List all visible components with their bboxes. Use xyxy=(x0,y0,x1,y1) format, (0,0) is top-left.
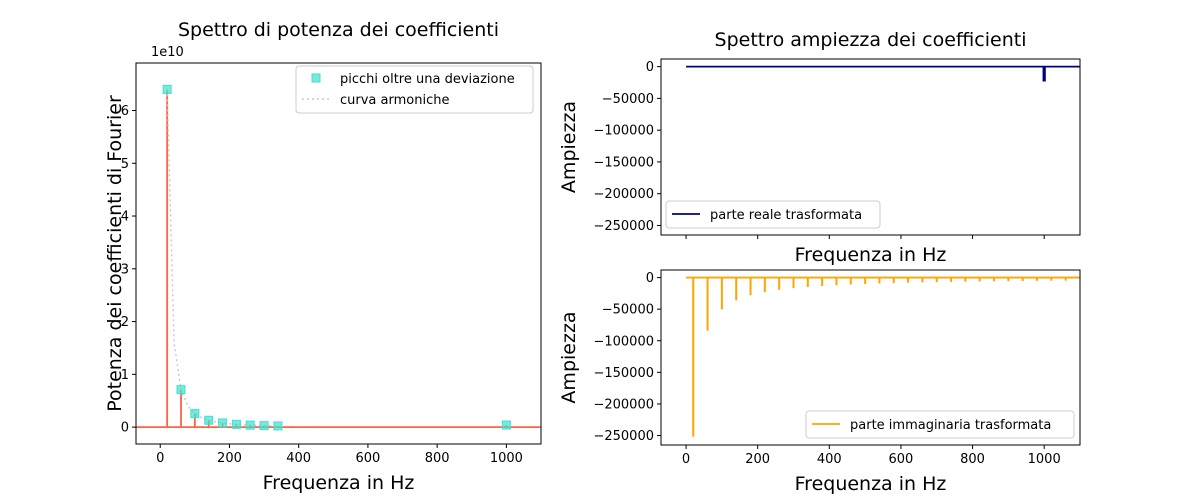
legend-box xyxy=(295,65,534,114)
y-tick-label: 0 xyxy=(121,421,129,436)
y-tick-label: 2 xyxy=(121,315,129,330)
peak-marker xyxy=(218,418,228,428)
y-tick-label: −250000 xyxy=(593,219,654,234)
x-tick-label: 600 xyxy=(356,451,381,466)
x-tick-label: 400 xyxy=(286,451,311,466)
y-axis-label: Ampiezza xyxy=(558,311,580,403)
legend-marker-peaks xyxy=(311,73,321,83)
y-tick-label: 3 xyxy=(121,262,129,277)
y-tick-label: −250000 xyxy=(593,429,654,444)
peak-marker xyxy=(245,420,255,430)
axes-frame xyxy=(660,269,1081,446)
data-layer xyxy=(686,65,1080,82)
y-tick-label: 4 xyxy=(121,210,129,225)
legend-box xyxy=(805,410,1075,439)
y-axis-label: Potenza dei coefficienti di Fourier xyxy=(104,95,126,412)
y-tick-label: −100000 xyxy=(593,334,654,349)
legend: parte immaginaria trasformata xyxy=(805,410,1075,439)
peak-marker xyxy=(501,420,511,430)
y-tick-label: −50000 xyxy=(602,92,654,107)
y-tick-label: 1 xyxy=(121,368,129,383)
y-axis-label: Ampiezza xyxy=(558,101,580,193)
x-tick-label: 0 xyxy=(156,451,164,466)
x-tick-label: 1000 xyxy=(490,451,523,466)
peak-marker xyxy=(204,415,214,425)
data-layer xyxy=(686,276,1080,437)
y-tick-label: −150000 xyxy=(593,366,654,381)
peak-marker xyxy=(176,385,186,395)
x-tick-label: 800 xyxy=(425,451,450,466)
legend-label-imag: parte immaginaria trasformata xyxy=(850,418,1051,433)
x-tick-label: 600 xyxy=(889,452,914,467)
x-tick-label: 0 xyxy=(682,452,690,467)
x-axis-label: Frequenza in Hz xyxy=(263,472,415,494)
legend-box xyxy=(665,200,881,229)
y-tick-label: 5 xyxy=(121,157,129,172)
legend: picchi oltre una deviazione curva armonic… xyxy=(295,65,534,114)
real-part-line xyxy=(686,65,1080,82)
chart-panel-2: 0 −50000 −100000 −150000 −200000 −250000 Spett… xyxy=(558,29,1081,266)
y-tick-label: 0 xyxy=(646,271,654,286)
axes-frame xyxy=(660,58,1081,236)
x-tick-label: 200 xyxy=(217,451,242,466)
y-tick-label: −200000 xyxy=(593,187,654,202)
peak-marker xyxy=(190,409,200,419)
y-tick-label: 0 xyxy=(646,60,654,75)
y-tick-label: −200000 xyxy=(593,397,654,412)
chart-panel-1: 0 200 400 600 800 1000 0 1 2 3 4 5 6 1e10 Spettro di p… xyxy=(104,19,542,494)
chart-title: Spettro di potenza dei coefficienti xyxy=(178,19,499,41)
peak-marker xyxy=(273,421,283,431)
chart-panel-3: 0 200 400 600 800 1000 0 −50000 −100000 −150000 −2… xyxy=(558,269,1081,495)
chart-title: Spettro ampiezza dei coefficienti xyxy=(715,29,1027,51)
peak-marker xyxy=(162,84,172,94)
x-axis-label: Frequenza in Hz xyxy=(795,473,947,495)
legend: parte reale trasformata xyxy=(665,200,881,229)
data-layer xyxy=(136,84,541,431)
axes-frame xyxy=(135,62,542,445)
legend-label-curve: curva armoniche xyxy=(340,93,449,108)
x-tick-label: 800 xyxy=(960,452,985,467)
y-offset-text: 1e10 xyxy=(151,45,184,60)
x-axis-label: Frequenza in Hz xyxy=(795,244,947,266)
legend-label-peaks: picchi oltre una deviazione xyxy=(340,72,515,87)
x-tick-label: 1000 xyxy=(1028,452,1061,467)
y-tick-label: −100000 xyxy=(593,124,654,139)
peak-marker xyxy=(231,419,241,429)
legend-label-real: parte reale trasformata xyxy=(710,208,862,223)
x-tick-label: 200 xyxy=(745,452,770,467)
harmonic-curve-line xyxy=(166,89,278,427)
x-tick-label: 400 xyxy=(817,452,842,467)
peak-marker xyxy=(259,421,269,431)
y-tick-label: −50000 xyxy=(602,303,654,318)
y-tick-label: −150000 xyxy=(593,155,654,170)
y-tick-label: 6 xyxy=(121,104,129,119)
